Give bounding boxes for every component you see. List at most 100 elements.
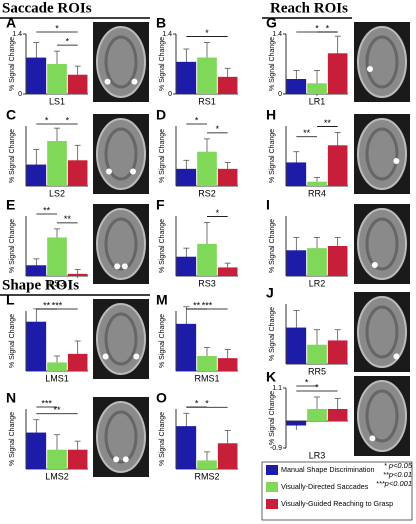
bar (26, 265, 47, 276)
y-axis-label: % Signal Change (159, 219, 166, 273)
y-axis-label: % Signal Change (159, 37, 166, 91)
panel-letter: G (266, 15, 277, 31)
bar (327, 53, 348, 94)
significance-label: * (205, 28, 209, 38)
significance-label: ** (64, 214, 72, 224)
roi-marker (371, 262, 378, 268)
y-tick-label: 1.4 (162, 31, 172, 38)
bar (217, 76, 238, 94)
y-axis-label: % Signal Change (9, 314, 16, 368)
y-axis-label: % Signal Change (9, 37, 16, 91)
roi-marker (393, 158, 400, 164)
panel-letter: L (6, 292, 15, 308)
significance-label: * (45, 115, 49, 125)
x-axis-label: RMS2 (194, 471, 219, 481)
significance-label: * (216, 208, 220, 218)
roi-marker (102, 353, 109, 360)
bar (26, 57, 47, 94)
significance-label: ** (53, 405, 61, 415)
legend-label: Visually-Guided Reaching to Grasp (281, 499, 393, 508)
bar (176, 256, 197, 276)
bar (26, 432, 47, 469)
significance-label: ** (193, 300, 201, 310)
brain-detail (104, 410, 138, 464)
bar (197, 151, 217, 186)
y-tick-label: 0 (18, 91, 22, 98)
bar (197, 57, 217, 94)
x-axis-label: RMS1 (194, 373, 219, 383)
bar (217, 358, 238, 371)
y-axis-label: % Signal Change (159, 129, 166, 183)
significance-label: * (315, 382, 319, 392)
significance-label: * (205, 399, 209, 409)
bar (47, 449, 67, 469)
panel-letter: M (156, 292, 168, 308)
bar (176, 426, 197, 469)
panel-letter: H (266, 107, 276, 123)
roi-marker (133, 353, 140, 360)
panel-letter: D (156, 107, 166, 123)
y-axis-label: % Signal Change (9, 219, 16, 273)
x-axis-label: LS2 (49, 188, 65, 198)
roi-marker (131, 78, 138, 85)
panel-letter: E (6, 197, 15, 213)
brain-detail (104, 127, 138, 181)
x-axis-label: RR4 (308, 188, 326, 198)
bar (176, 61, 197, 94)
legend-swatch (266, 465, 278, 475)
bar (197, 243, 217, 276)
bar (327, 246, 348, 276)
bar (47, 362, 67, 371)
bar (286, 79, 307, 94)
x-axis-label: LMS2 (45, 471, 69, 481)
x-axis-label: LS1 (49, 96, 65, 106)
legend-swatch (266, 499, 278, 509)
bar (47, 237, 67, 276)
brain-detail (365, 305, 399, 359)
panel-letter: A (6, 15, 16, 31)
section-header: Shape ROIs (2, 277, 79, 293)
bar (26, 321, 47, 371)
bar (26, 164, 47, 186)
x-axis-label: LR1 (309, 96, 326, 106)
roi-marker (367, 66, 373, 72)
significance-label: * (55, 23, 59, 33)
x-axis-label: RS1 (198, 96, 216, 106)
bar (217, 443, 238, 469)
bar (176, 168, 197, 186)
x-axis-label: LMS1 (45, 373, 69, 383)
brain-detail (104, 217, 138, 271)
bar (217, 267, 238, 276)
panel-letter: F (156, 197, 165, 213)
bar (286, 250, 307, 276)
bar (176, 323, 197, 371)
x-axis-label: RS3 (198, 278, 216, 288)
significance-label: * (305, 377, 309, 387)
significance-label: * (195, 398, 199, 408)
roi-marker (369, 435, 376, 442)
roi-marker (106, 168, 112, 175)
panel-letter: I (266, 197, 270, 213)
significance-label: * (66, 37, 70, 47)
significance-label: *** (41, 398, 52, 408)
significance-label: * (66, 115, 70, 125)
bar (197, 460, 217, 469)
y-tick-label: 1.4 (12, 31, 22, 38)
panel-letter: B (156, 15, 166, 31)
panel-letter: C (6, 107, 16, 123)
brain-detail (365, 127, 399, 181)
y-tick-label: 1.1 (272, 385, 282, 392)
y-axis-label: % Signal Change (9, 129, 16, 183)
bar (47, 141, 67, 186)
legend-label: Manual Shape Discrimination (281, 465, 374, 474)
roi-marker (393, 353, 400, 360)
legend-box (261, 461, 413, 521)
panel-letter: J (266, 285, 274, 301)
section-header: Reach ROIs (270, 0, 348, 16)
bar (67, 353, 88, 371)
significance-label: *** (52, 300, 63, 310)
significance-label: * (195, 115, 199, 125)
significance-label: ** (303, 128, 311, 138)
bar (67, 74, 88, 94)
